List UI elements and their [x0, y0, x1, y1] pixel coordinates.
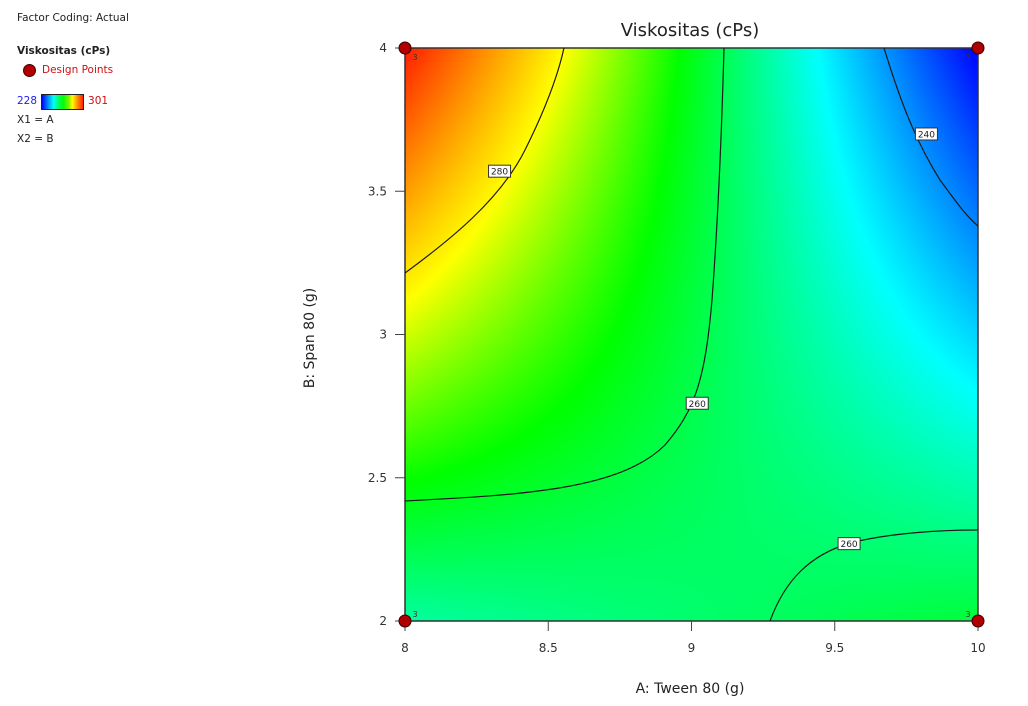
design-point-icon: [398, 41, 412, 55]
design-point-icon: [971, 41, 985, 55]
y-tick-label: 3.5: [368, 184, 387, 198]
contour-label: 240: [918, 130, 935, 140]
design-point-replicate-count: 3: [965, 53, 970, 62]
factor-coding-label: Factor Coding: Actual: [17, 12, 129, 24]
x1-mapping: X1 = A: [17, 114, 54, 126]
contour-label-box: [837, 537, 861, 551]
contour-line: [769, 529, 979, 622]
x-tick-label: 9: [688, 641, 696, 655]
y-tick-label: 4: [379, 41, 387, 55]
y-tick-label: 3: [379, 328, 387, 342]
contour-label: 260: [689, 400, 706, 410]
x-tick-label: 9.5: [825, 641, 844, 655]
response-name: Viskositas (cPs): [17, 45, 111, 57]
x-axis-label: A: Tween 80 (g): [635, 681, 745, 697]
design-point-replicate-count: 3: [412, 53, 417, 62]
chart-title: Viskositas (cPs): [620, 20, 760, 41]
contour-label-box: [488, 164, 512, 178]
y-tick-label: 2.5: [368, 471, 387, 485]
x2-mapping: X2 = B: [17, 133, 54, 145]
scale-max: 301: [88, 95, 109, 107]
y-axis-label: B: Span 80 (g): [302, 287, 318, 389]
design-point-replicate-count: 3: [412, 610, 417, 619]
color-scale-bar: [41, 93, 85, 110]
color-scale: 228 301: [17, 92, 129, 111]
contour-line: [404, 47, 565, 274]
x-tick-label: 8: [401, 641, 409, 655]
contour-label: 280: [491, 168, 508, 178]
design-points-legend: Design Points: [17, 61, 129, 80]
contour-plot-area[interactable]: [405, 48, 978, 621]
design-point-icon: [971, 614, 985, 628]
design-point-icon: [398, 614, 412, 628]
contour-label-box: [914, 127, 938, 141]
contour-label-box: [685, 396, 709, 410]
design-point-marker-icon: [23, 64, 36, 77]
legend-panel: Factor Coding: Actual Viskositas (cPs) D…: [17, 9, 129, 149]
scale-min: 228: [17, 95, 38, 107]
design-point-replicate-count: 3: [965, 610, 970, 619]
x-tick-label: 8.5: [539, 641, 558, 655]
contour-line: [883, 47, 979, 227]
contour-line: [404, 47, 725, 502]
y-tick-label: 2: [379, 614, 387, 628]
x-tick-label: 10: [970, 641, 985, 655]
contour-label: 260: [840, 540, 857, 550]
design-points-label: Design Points: [42, 64, 114, 76]
